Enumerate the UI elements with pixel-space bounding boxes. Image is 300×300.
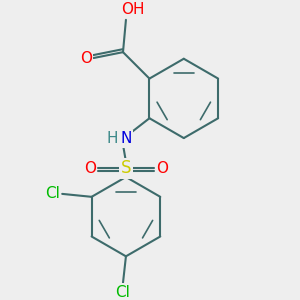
Text: N: N [120,131,132,146]
Text: H: H [107,131,118,146]
Text: Cl: Cl [45,186,60,201]
Text: O: O [156,161,168,176]
Text: S: S [121,159,131,177]
Text: Cl: Cl [116,285,130,300]
Text: O: O [80,50,92,65]
Text: O: O [84,161,96,176]
Text: OH: OH [122,2,145,17]
